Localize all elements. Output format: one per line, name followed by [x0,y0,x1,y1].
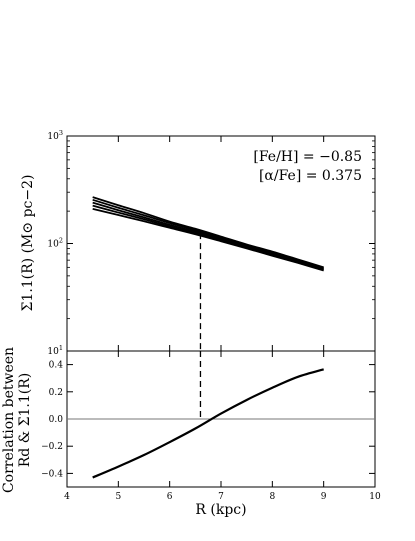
top-y-tick-label: 103 [47,129,63,142]
top-y-tick-label: 101 [47,344,63,357]
top-y-tick-label: 102 [47,237,63,250]
tick-exponent: 2 [59,237,63,245]
bottom-y-tick-label: 0.0 [49,415,64,425]
tick-exponent: 3 [59,129,63,137]
bottom-series-group [92,368,324,479]
x-tick-label: 6 [167,492,173,502]
top-y-axis-label: Σ1.1(R) (M⊙ pc−2) [20,175,36,312]
bottom-y-tick-label: 0.4 [49,361,64,371]
x-axis-label: R (kpc) [195,502,246,518]
bottom-y-ticks: −0.4 −0.2 0.0 0.2 0.4 [41,361,375,479]
bottom-y-axis-label-line2: Rd & Σ1.1(R) [17,373,33,468]
bottom-y-tick-label: −0.2 [41,442,63,452]
x-tick-label: 7 [218,492,224,502]
x-tick-label: 8 [269,492,275,502]
top-series-line [92,207,324,272]
tick-base: 10 [47,347,59,357]
bottom-panel: −0.4 −0.2 0.0 0.2 0.4 4 5 6 7 8 9 10 Correlation b… [1,347,381,518]
x-tick-label: 5 [115,492,121,502]
bottom-y-tick-label: 0.2 [49,388,63,398]
x-tick-label: 4 [64,492,70,502]
bottom-y-tick-label: −0.4 [41,469,63,479]
tick-base: 10 [47,132,59,142]
bottom-x-ticks: 4 5 6 7 8 9 10 [64,351,381,502]
annotation-feh: [Fe/H] = −0.85 [253,149,362,165]
top-series-group [92,196,324,272]
x-tick-label: 9 [321,492,327,502]
top-series-line [92,198,324,269]
top-x-ticks [66,136,376,351]
tick-base: 10 [47,240,59,250]
bottom-y-axis-label-line1: Correlation between [1,347,17,493]
correlation-line [92,368,324,479]
annotation-alpha-fe: [α/Fe] = 0.375 [259,168,362,184]
top-series-line [92,204,324,271]
tick-exponent: 1 [59,344,63,352]
x-tick-label: 10 [369,492,381,502]
